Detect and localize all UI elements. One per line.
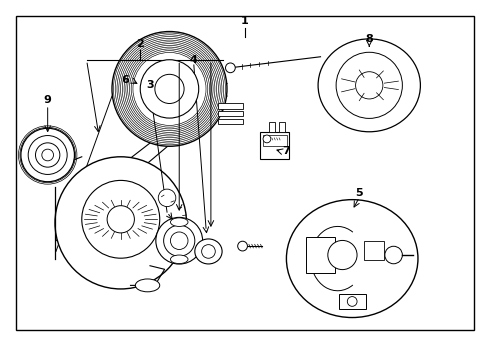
Circle shape bbox=[140, 60, 199, 118]
Circle shape bbox=[164, 225, 195, 256]
Ellipse shape bbox=[135, 279, 160, 292]
Text: 2: 2 bbox=[136, 39, 144, 49]
Text: 3: 3 bbox=[146, 80, 154, 90]
Bar bbox=[270, 122, 275, 132]
Circle shape bbox=[356, 72, 383, 99]
Bar bbox=[306, 237, 335, 273]
Bar bbox=[365, 241, 384, 260]
Ellipse shape bbox=[171, 218, 188, 226]
Bar bbox=[218, 119, 243, 124]
Circle shape bbox=[171, 232, 188, 249]
Circle shape bbox=[328, 240, 357, 270]
Bar bbox=[260, 132, 289, 158]
Text: 5: 5 bbox=[356, 188, 363, 198]
Circle shape bbox=[263, 135, 271, 143]
Circle shape bbox=[385, 246, 402, 264]
Ellipse shape bbox=[287, 200, 418, 318]
Circle shape bbox=[155, 74, 184, 103]
Bar bbox=[339, 294, 366, 309]
Text: 9: 9 bbox=[44, 95, 51, 105]
Bar bbox=[263, 135, 288, 146]
Circle shape bbox=[112, 32, 227, 146]
Circle shape bbox=[107, 206, 134, 233]
Circle shape bbox=[158, 189, 176, 207]
Circle shape bbox=[238, 241, 247, 251]
Bar bbox=[218, 111, 243, 116]
Circle shape bbox=[35, 143, 60, 167]
Circle shape bbox=[202, 245, 215, 258]
Circle shape bbox=[225, 63, 235, 73]
Circle shape bbox=[42, 149, 53, 161]
Circle shape bbox=[156, 217, 202, 264]
Circle shape bbox=[347, 297, 357, 306]
Bar bbox=[279, 122, 285, 132]
Text: 1: 1 bbox=[241, 16, 249, 26]
Text: 6: 6 bbox=[122, 75, 129, 85]
Text: 7: 7 bbox=[283, 147, 290, 157]
Circle shape bbox=[28, 136, 67, 175]
Circle shape bbox=[82, 180, 160, 258]
Bar bbox=[16, 16, 474, 330]
Circle shape bbox=[21, 128, 74, 182]
Bar bbox=[218, 103, 243, 109]
Ellipse shape bbox=[318, 39, 420, 132]
Text: 4: 4 bbox=[190, 55, 198, 65]
Ellipse shape bbox=[171, 255, 188, 264]
Ellipse shape bbox=[195, 239, 222, 264]
Text: 8: 8 bbox=[366, 34, 373, 44]
Ellipse shape bbox=[55, 157, 187, 289]
Circle shape bbox=[336, 52, 402, 118]
